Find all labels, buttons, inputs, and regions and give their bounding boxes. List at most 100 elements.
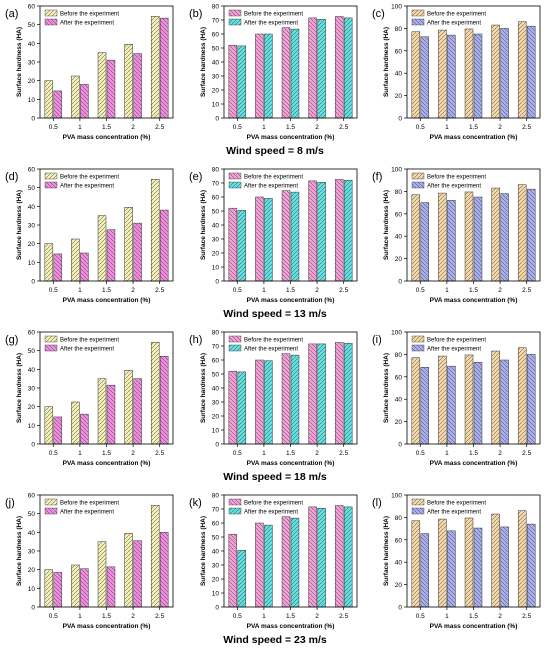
y-tick-label: 60 <box>28 4 36 11</box>
y-axis-label: Surface hardness (HA) <box>16 27 23 97</box>
row-caption: Wind speed = 18 m/s <box>223 471 327 483</box>
y-tick-label: 60 <box>395 537 403 544</box>
panel-i: (i) 0 20 40 60 80 100 0.5 1 1.5 2 2.5 PVA mass conce… <box>372 330 541 467</box>
y-tick-label: 40 <box>212 223 220 230</box>
bar-after <box>53 90 63 119</box>
y-tick-label: 20 <box>212 251 220 258</box>
bar-after <box>447 34 456 119</box>
panel-label: (g) <box>5 334 18 346</box>
legend-swatch <box>228 507 242 515</box>
y-tick-label: 40 <box>395 560 403 567</box>
panel-g: (g) 0 10 20 30 40 50 60 0.5 1 1.5 2 2.5 PVA mass conc… <box>5 330 174 467</box>
x-axis-label: PVA mass concentration (%) <box>247 297 335 304</box>
bar-before <box>124 207 133 282</box>
x-tick-label: 2 <box>498 287 502 294</box>
bar-before <box>228 370 238 445</box>
legend-swatch <box>228 181 242 189</box>
panel-label: (f) <box>372 171 382 183</box>
bar-after <box>420 367 430 445</box>
bar-after <box>290 354 300 445</box>
y-tick-label: 60 <box>28 330 36 337</box>
x-tick-label: 2 <box>315 450 319 457</box>
legend-label: After the experiment <box>427 347 481 353</box>
panel-label: (c) <box>372 8 385 20</box>
bar-after <box>526 523 536 608</box>
x-tick-label: 2.5 <box>339 613 348 620</box>
y-tick-label: 40 <box>212 549 220 556</box>
x-tick-label: 1 <box>78 613 82 620</box>
legend-swatch <box>228 9 242 17</box>
y-tick-label: 20 <box>28 404 36 411</box>
bar-before <box>517 21 527 119</box>
panel-label: (b) <box>189 8 202 20</box>
bar-after <box>237 371 247 445</box>
legend-swatch <box>411 507 425 515</box>
legend-label: After the experiment <box>244 21 298 27</box>
bar-before <box>71 401 80 445</box>
plot-frame <box>406 494 541 608</box>
y-tick-label: 80 <box>212 4 220 11</box>
y-tick-label: 40 <box>395 397 403 404</box>
y-tick-label: 0 <box>215 605 219 612</box>
legend-label: Before the experiment <box>60 501 119 507</box>
bar-before <box>228 44 238 119</box>
y-tick-label: 30 <box>212 74 220 81</box>
bar-after <box>500 193 509 282</box>
legend-swatch <box>228 18 242 26</box>
y-axis-label: Surface hardness (HA) <box>200 27 207 97</box>
bar-before <box>411 31 421 119</box>
bar-after <box>106 566 116 608</box>
bar-after <box>80 252 89 282</box>
panel-label: (l) <box>372 497 382 509</box>
x-tick-label: 2 <box>315 287 319 294</box>
y-tick-label: 30 <box>28 60 36 67</box>
bar-after <box>500 526 509 608</box>
y-tick-label: 70 <box>212 18 220 25</box>
bar-after <box>80 568 89 608</box>
bar-before <box>124 533 133 608</box>
x-tick-label: 2.5 <box>339 124 348 131</box>
y-tick-label: 40 <box>28 367 36 374</box>
x-tick-label: 2 <box>131 124 135 131</box>
legend-swatch <box>44 507 58 515</box>
bar-after <box>473 196 483 282</box>
bar-before <box>228 207 238 282</box>
legend-swatch <box>411 181 425 189</box>
y-tick-label: 60 <box>395 211 403 218</box>
y-tick-label: 20 <box>395 93 403 100</box>
x-axis-label: PVA mass concentration (%) <box>247 623 335 630</box>
y-tick-label: 40 <box>212 386 220 393</box>
panel-a: (a) 0 10 20 30 40 50 60 0.5 1 1.5 2 2.5 PVA mass conc… <box>5 4 174 141</box>
x-tick-label: 1.5 <box>469 287 478 294</box>
x-tick-label: 2 <box>498 124 502 131</box>
x-tick-label: 0.5 <box>233 450 242 457</box>
legend-swatch <box>228 498 242 506</box>
plot-frame <box>223 5 358 119</box>
y-tick-label: 30 <box>212 563 220 570</box>
y-tick-label: 30 <box>212 400 220 407</box>
bar-before <box>464 191 474 282</box>
plot-frame <box>406 168 541 282</box>
panel-f: (f) 0 20 40 60 80 100 0.5 1 1.5 2 2.5 PVA mass conce… <box>372 167 541 304</box>
legend-swatch <box>411 18 425 26</box>
bar-after <box>500 359 509 445</box>
y-tick-label: 70 <box>212 181 220 188</box>
y-tick-label: 100 <box>391 330 402 337</box>
bar-before <box>308 180 317 282</box>
bar-before <box>228 533 238 608</box>
bar-before <box>438 29 447 119</box>
x-axis-label: PVA mass concentration (%) <box>63 297 151 304</box>
y-tick-label: 50 <box>28 185 36 192</box>
y-tick-label: 40 <box>28 204 36 211</box>
x-axis-label: PVA mass concentration (%) <box>63 460 151 467</box>
bar-before <box>71 564 80 608</box>
bar-before <box>281 27 291 119</box>
legend-swatch <box>44 9 58 17</box>
legend-label: After the experiment <box>60 510 114 516</box>
legend-swatch <box>44 181 58 189</box>
bar-before <box>97 52 107 119</box>
bar-after <box>526 354 536 445</box>
bar-after <box>420 533 430 608</box>
y-axis-label: Surface hardness (HA) <box>200 516 207 586</box>
bar-after <box>264 524 273 608</box>
